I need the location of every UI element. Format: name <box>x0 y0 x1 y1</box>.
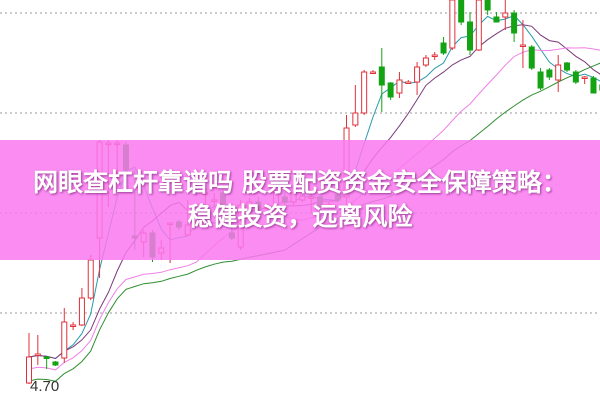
candle-body <box>396 79 403 94</box>
candle-body <box>564 62 571 71</box>
candle-body <box>511 12 518 34</box>
candle-body <box>414 66 421 83</box>
candle-body <box>87 259 94 299</box>
candle-body <box>431 54 438 57</box>
candle-body <box>475 0 482 51</box>
candle-body <box>440 42 447 54</box>
candle-body <box>484 0 491 11</box>
candle-body <box>537 71 544 89</box>
candle-body <box>555 64 562 81</box>
candle-body <box>546 69 553 78</box>
candle-body <box>34 353 41 356</box>
banner-title-line1: 网眼查杠杆靠谱吗 股票配资资金安全保障策略： <box>33 168 567 197</box>
candle-body <box>590 77 597 94</box>
candle-body <box>61 321 68 359</box>
candle-body <box>387 82 394 98</box>
candle-body <box>352 112 359 126</box>
candle-body <box>458 0 465 23</box>
candle-body <box>26 356 32 384</box>
candle-body <box>422 57 429 66</box>
candle-body <box>70 324 77 327</box>
candle-body <box>502 12 509 18</box>
candle-body <box>493 16 500 23</box>
candle-body <box>361 71 368 114</box>
candle-body <box>405 81 412 84</box>
candle-body <box>572 71 579 83</box>
candle-body <box>467 21 473 51</box>
candle-body <box>78 297 85 326</box>
candle-body <box>378 66 385 86</box>
candle-body <box>369 71 376 74</box>
candle-body <box>52 361 59 366</box>
low-price-label: 4.70 <box>30 378 60 395</box>
candle-body <box>519 44 526 47</box>
title-banner: 网眼查杠杆靠谱吗 股票配资资金安全保障策略： 稳健投资，远离风险 <box>0 140 600 260</box>
candle-body <box>43 356 50 359</box>
candle-body <box>528 46 535 69</box>
candle-body <box>449 0 456 49</box>
banner-title-line2: 稳健投资，远离风险 <box>187 202 413 231</box>
candle-body <box>581 76 588 79</box>
